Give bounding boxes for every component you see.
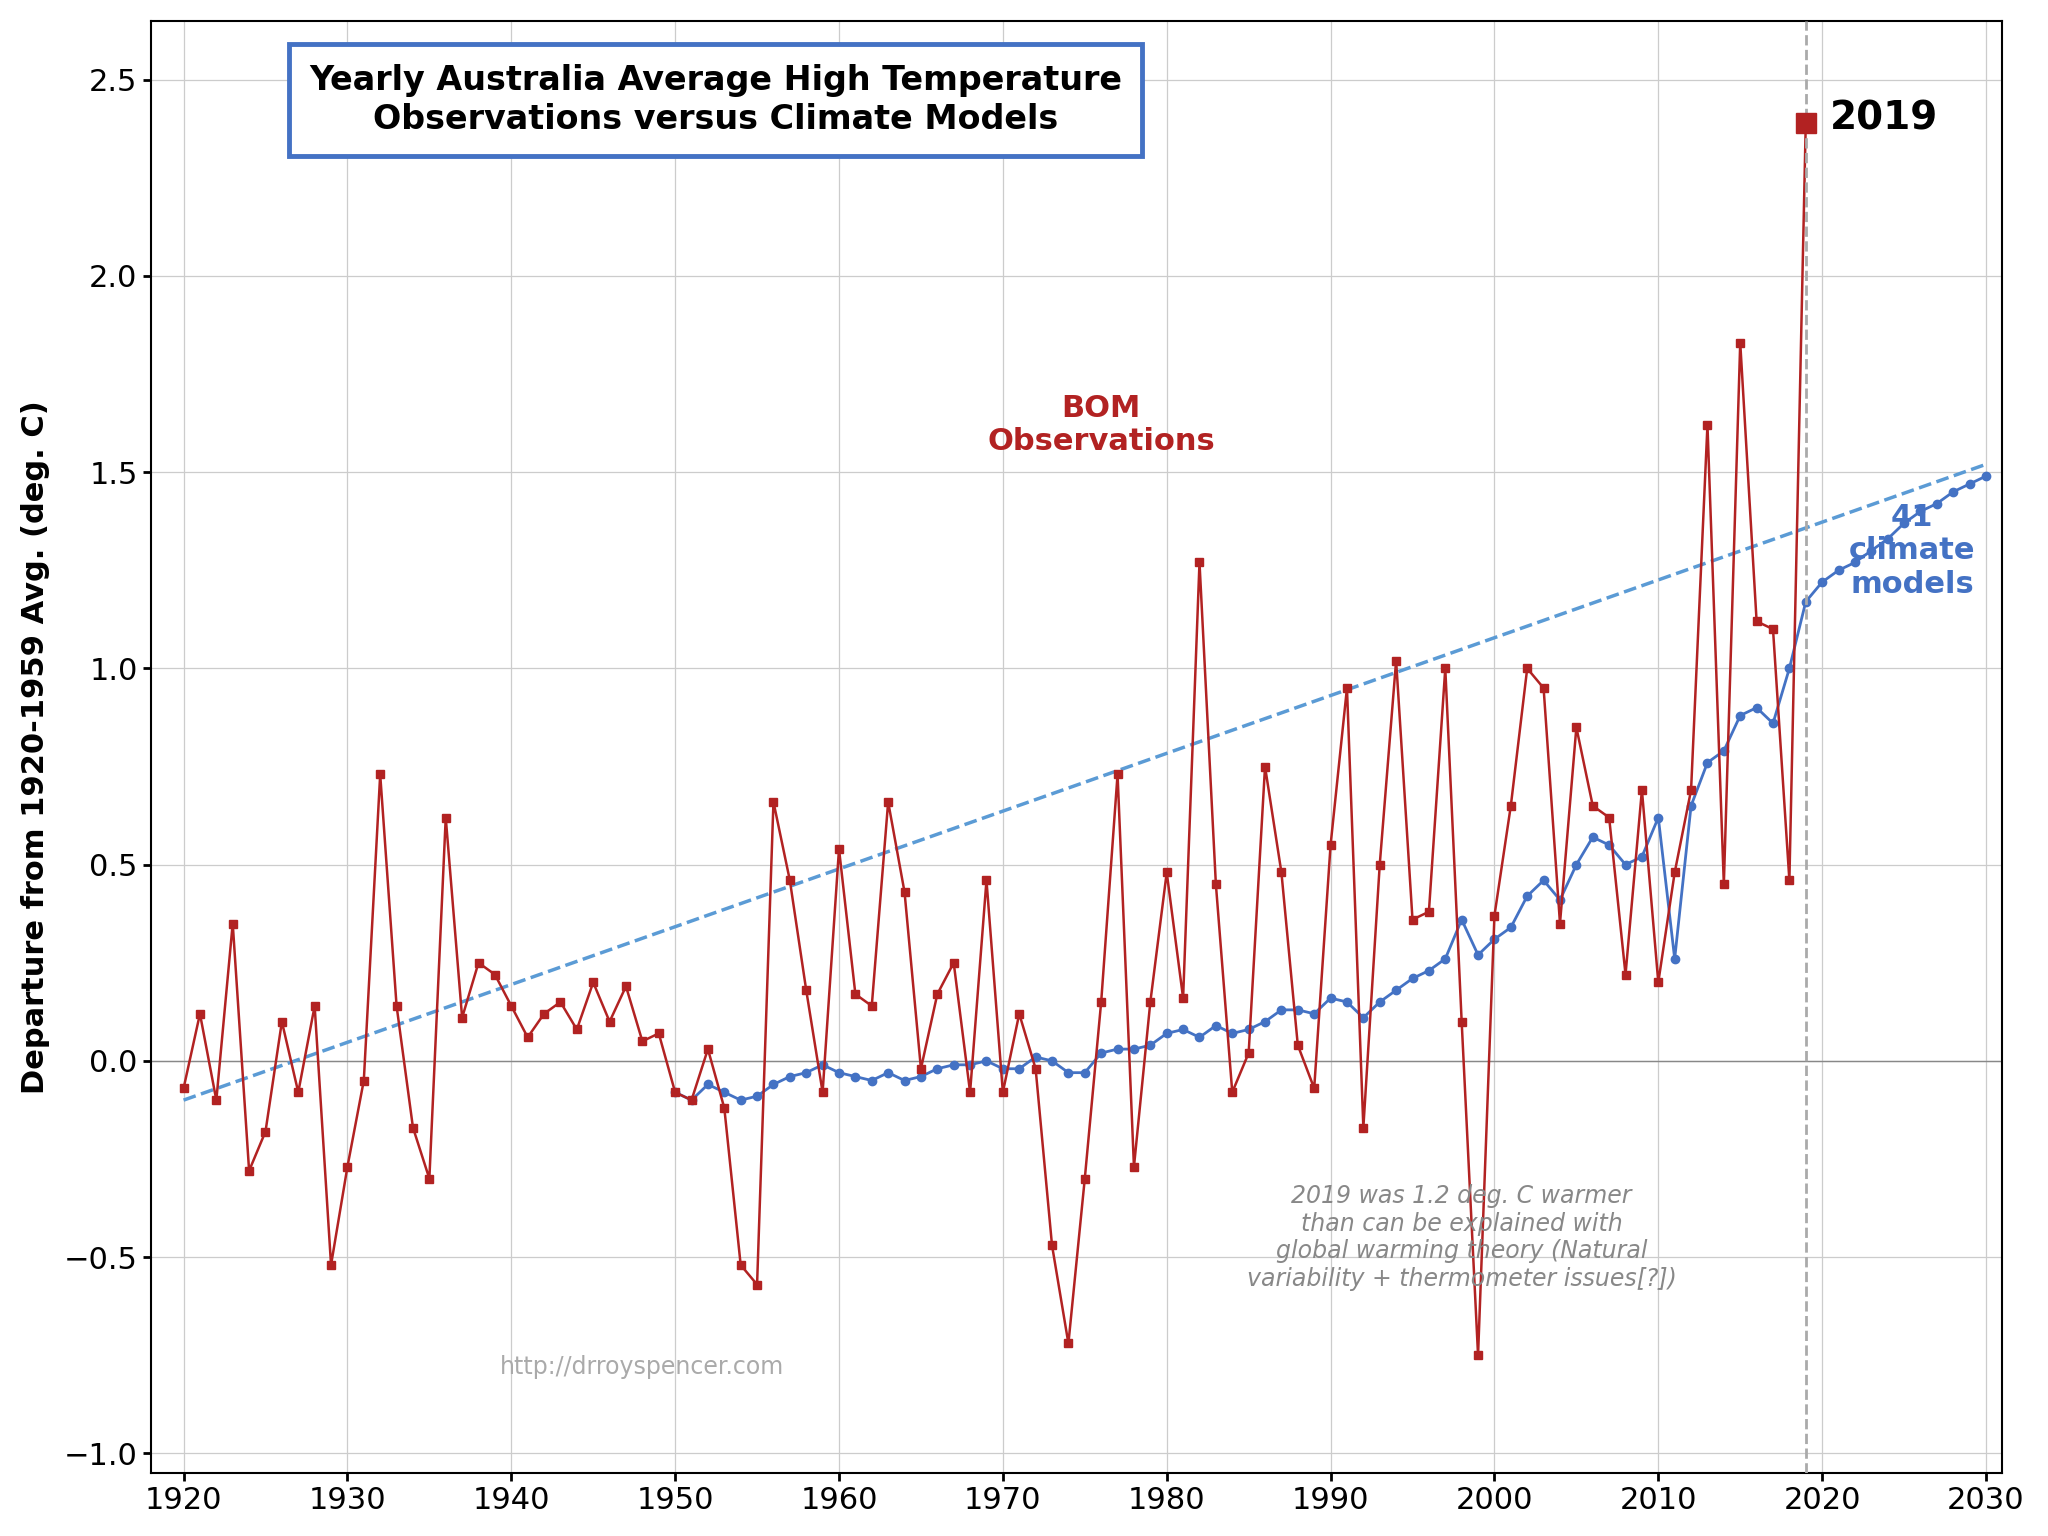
- Text: 2019 was 1.2 deg. C warmer
than can be explained with
global warming theory (Nat: 2019 was 1.2 deg. C warmer than can be e…: [1247, 1184, 1677, 1292]
- Text: http://drroyspencer.com: http://drroyspencer.com: [500, 1355, 784, 1379]
- Text: BOM
Observations: BOM Observations: [987, 393, 1214, 456]
- Text: 2019: 2019: [1831, 100, 1939, 138]
- Text: 41
climate
models: 41 climate models: [1849, 502, 1976, 599]
- Text: Yearly Australia Average High Temperature
Observations versus Climate Models: Yearly Australia Average High Temperatur…: [309, 65, 1122, 135]
- Y-axis label: Departure from 1920-1959 Avg. (deg. C): Departure from 1920-1959 Avg. (deg. C): [20, 399, 49, 1094]
